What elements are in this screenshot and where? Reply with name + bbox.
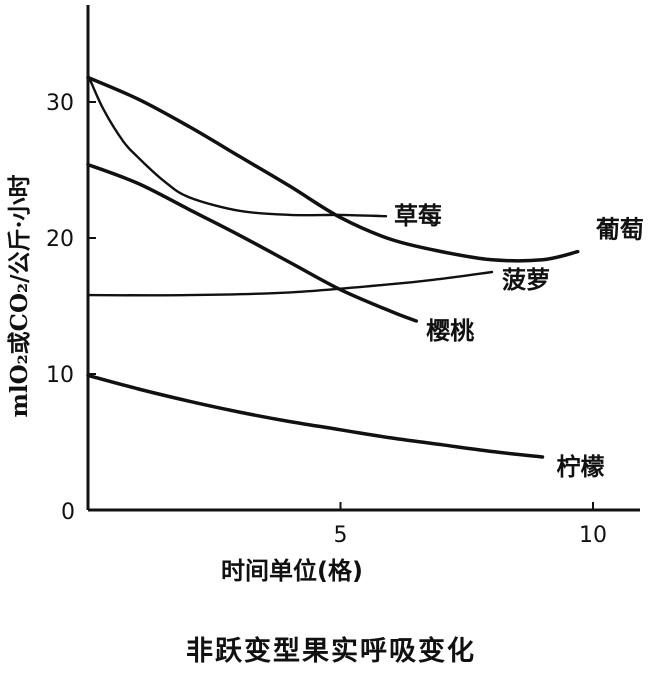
series-label: 草莓 <box>394 202 442 230</box>
origin-label: 0 <box>61 500 75 525</box>
y-tick-label: 30 <box>46 91 74 116</box>
y-tick-label: 20 <box>46 227 74 252</box>
series-label: 菠萝 <box>502 266 550 294</box>
x-tick-label: 5 <box>334 523 348 548</box>
axis-ticks: 5 10 10 20 30 <box>46 91 607 548</box>
y-axis-label: mlO₂或CO₂/公斤·小时 <box>6 174 33 417</box>
series-line <box>86 73 388 218</box>
x-tick-label: 10 <box>579 523 607 548</box>
series-line <box>86 75 580 263</box>
x-axis-label: 时间单位(格) <box>221 557 363 585</box>
series-label: 柠檬 <box>557 453 605 481</box>
axes <box>86 5 640 512</box>
series-line <box>86 162 419 323</box>
chart-caption: 非跃变型果实呼吸变化 <box>186 635 476 667</box>
series-label: 樱桃 <box>426 317 474 345</box>
series-line <box>86 270 494 297</box>
series-label: 葡萄 <box>595 216 644 244</box>
series-line <box>86 373 545 459</box>
series-lines <box>86 73 580 459</box>
y-tick-label: 10 <box>46 363 74 388</box>
